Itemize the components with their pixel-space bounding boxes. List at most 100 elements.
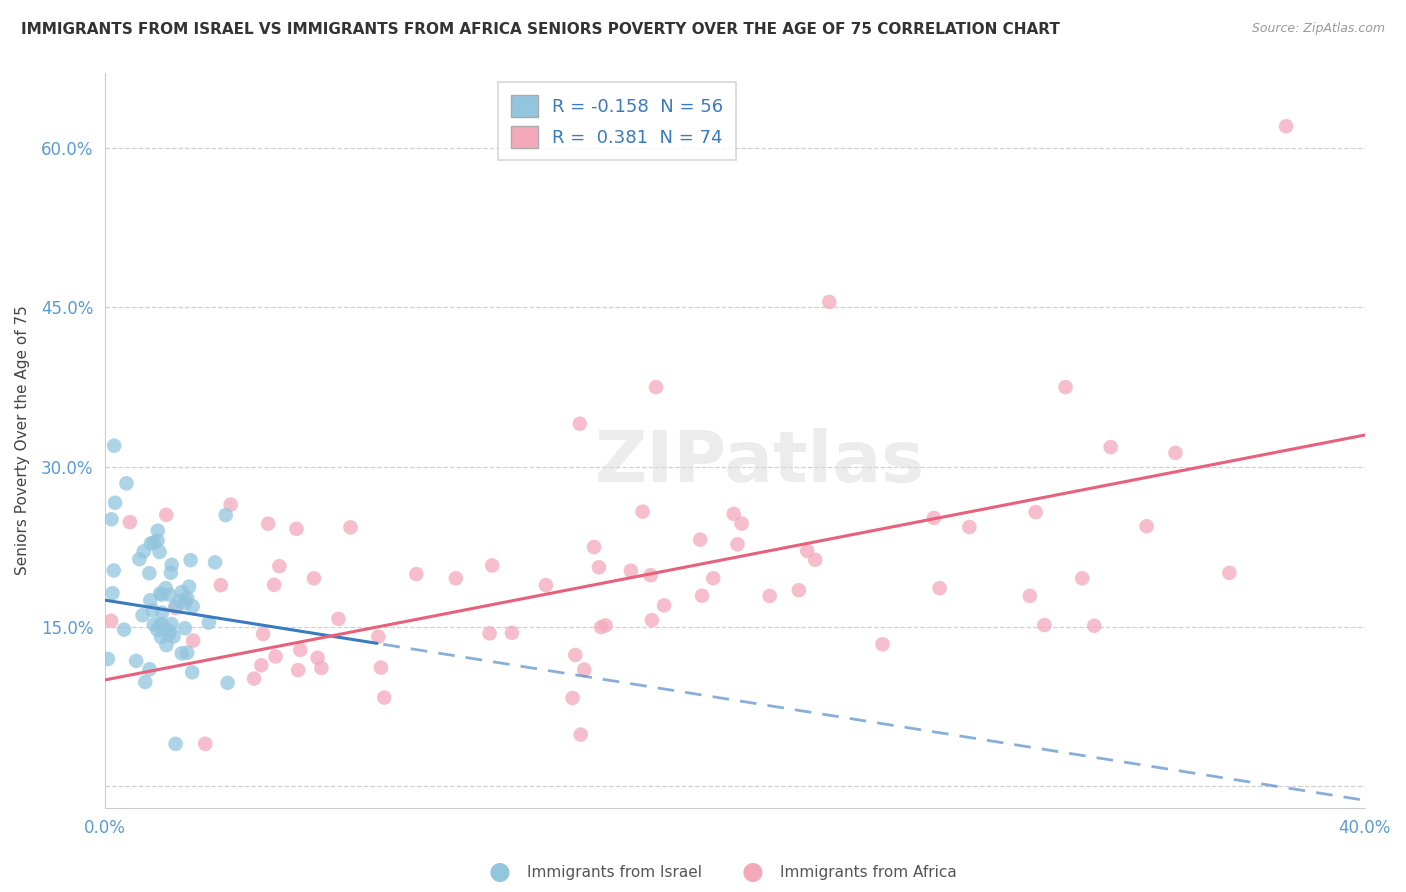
Point [796,544,818,558]
Point [131,608,153,623]
Point [534,578,557,592]
Point [146,623,169,637]
Point [150,616,173,631]
Point [645,380,668,394]
Point [328,612,350,626]
Point [138,566,160,581]
Legend: R = -0.158  N = 56, R =  0.381  N = 74: R = -0.158 N = 56, R = 0.381 N = 74 [498,82,735,161]
Point [103,564,125,578]
Point [702,571,724,585]
Point [149,586,172,600]
Point [568,417,591,431]
Point [139,536,162,550]
Point [209,578,232,592]
Text: Immigrants from Israel: Immigrants from Israel [527,865,702,880]
Point [250,658,273,673]
Point [1083,619,1105,633]
Point [194,737,217,751]
Point [142,617,165,632]
Point [174,596,197,610]
Point [101,586,124,600]
Point [160,617,183,632]
Text: ●: ● [741,861,763,884]
Point [561,691,583,706]
Point [481,558,503,573]
Point [758,589,780,603]
Text: IMMIGRANTS FROM ISRAEL VS IMMIGRANTS FROM AFRICA SENIORS POVERTY OVER THE AGE OF: IMMIGRANTS FROM ISRAEL VS IMMIGRANTS FRO… [21,22,1060,37]
Text: ●: ● [488,861,510,884]
Point [160,558,183,572]
Point [165,601,187,615]
Text: Source: ZipAtlas.com: Source: ZipAtlas.com [1251,22,1385,36]
Point [641,613,664,627]
Point [564,648,586,662]
Point [150,630,173,644]
Point [243,672,266,686]
Point [957,520,980,534]
Point [373,690,395,705]
Point [595,618,617,632]
Point [128,552,150,566]
Point [146,533,169,548]
Text: ZIPatlas: ZIPatlas [595,428,925,497]
Point [652,599,675,613]
Point [263,578,285,592]
Point [631,505,654,519]
Point [264,649,287,664]
Point [181,599,204,614]
Point [181,665,204,680]
Point [311,661,333,675]
Point [588,560,610,574]
Point [1071,571,1094,585]
Point [155,638,177,652]
Point [155,508,177,522]
Point [146,524,169,538]
Point [197,615,219,630]
Point [173,621,195,635]
Point [1099,440,1122,454]
Point [217,676,239,690]
Point [591,620,613,634]
Point [307,650,329,665]
Point [1275,120,1298,134]
Point [103,439,125,453]
Point [162,630,184,644]
Point [1164,446,1187,460]
Point [872,637,894,651]
Point [157,587,180,601]
Point [569,728,592,742]
Point [727,537,749,551]
Point [444,571,467,585]
Point [928,581,950,595]
Point [150,606,173,620]
Point [367,630,389,644]
Point [818,294,841,309]
Point [1033,618,1056,632]
Point [139,593,162,607]
Point [132,544,155,558]
Point [501,625,523,640]
Point [302,571,325,585]
Point [204,555,226,569]
Point [159,624,181,638]
Y-axis label: Seniors Poverty Over the Age of 75: Seniors Poverty Over the Age of 75 [15,305,30,575]
Point [115,476,138,491]
Point [174,592,197,607]
Point [257,516,280,531]
Text: Immigrants from Africa: Immigrants from Africa [780,865,957,880]
Point [215,508,238,522]
Point [287,663,309,677]
Point [112,623,135,637]
Point [285,522,308,536]
Point [180,553,202,567]
Point [125,654,148,668]
Point [1218,566,1240,580]
Point [620,564,643,578]
Point [149,617,172,632]
Point [1136,519,1159,533]
Point [176,646,198,660]
Point [138,662,160,676]
Point [150,588,173,602]
Point [478,626,501,640]
Point [723,507,745,521]
